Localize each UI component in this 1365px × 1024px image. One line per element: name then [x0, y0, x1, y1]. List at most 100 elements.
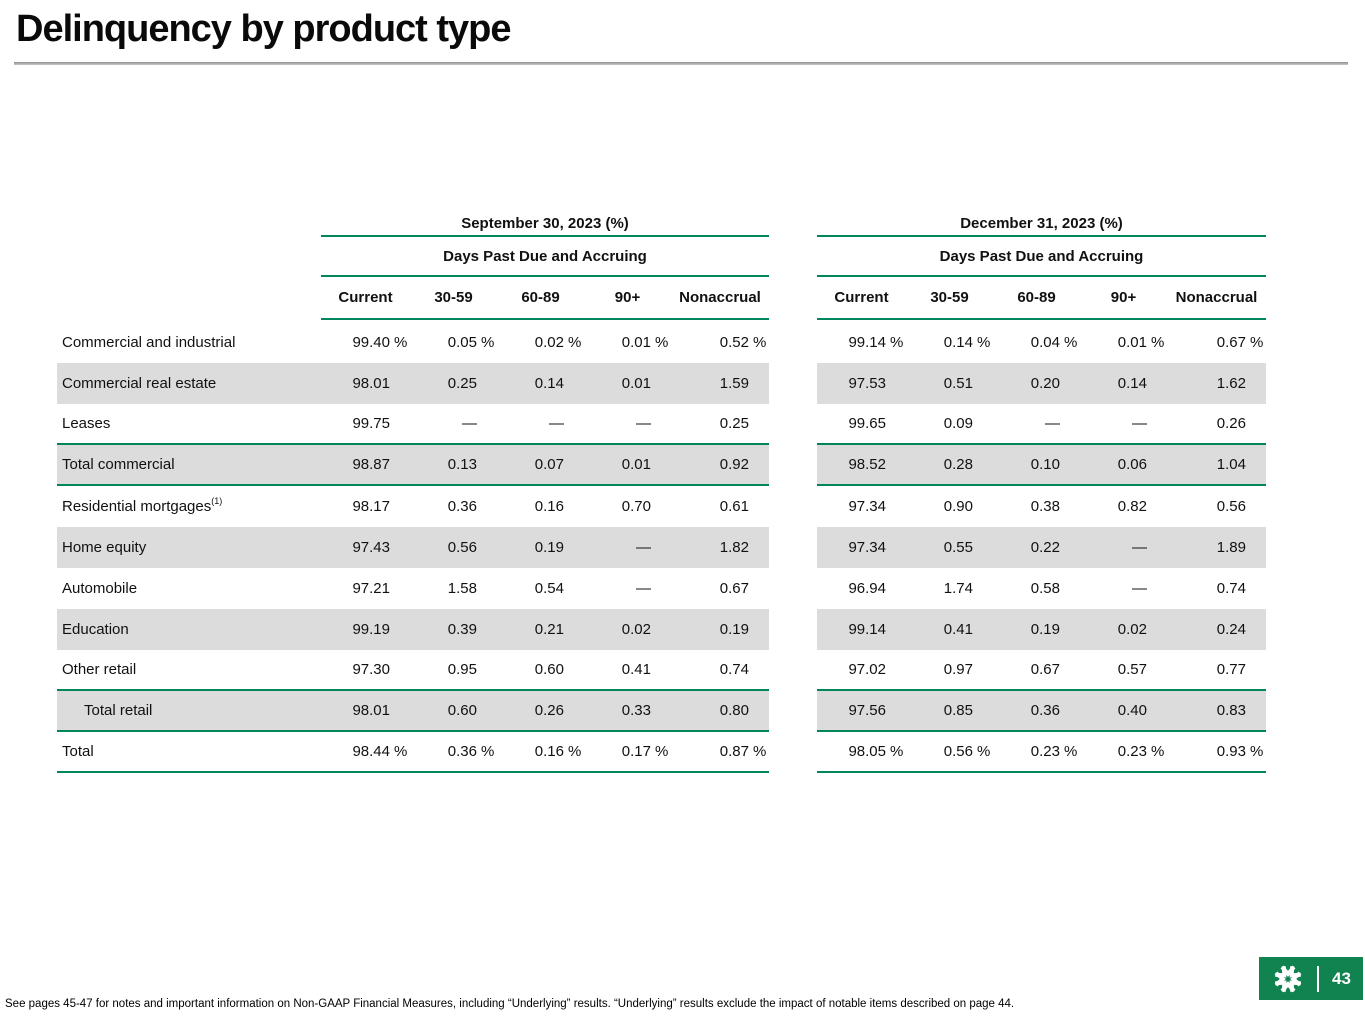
cell-value: 0.22: [993, 527, 1080, 568]
percent-suffix: %: [1064, 334, 1078, 351]
cell-value: 0.90: [906, 486, 993, 527]
cell-number: 0.24: [1216, 621, 1246, 638]
cell-value: 0.01: [584, 363, 671, 404]
cell-value: 0.02%: [497, 322, 584, 363]
cell-number: 0.16: [534, 498, 564, 515]
cell-number: 0.85: [943, 702, 973, 719]
row-label: Leases: [57, 404, 321, 443]
row-label-text: Other retail: [62, 661, 137, 678]
cell-value: 0.04%: [993, 322, 1080, 363]
row-label-text: Total commercial: [62, 456, 175, 473]
cell-value: —: [410, 404, 497, 443]
cell-value: 0.82: [1080, 486, 1167, 527]
cell-number: —: [549, 415, 564, 432]
cell-number: 1.04: [1216, 456, 1246, 473]
cell-number: 0.20: [1030, 375, 1060, 392]
cell-number: —: [1132, 580, 1147, 597]
cell-value: —: [584, 404, 671, 443]
cell-value: —: [1080, 404, 1167, 443]
cell-number: 0.14: [943, 334, 973, 351]
cell-number: 0.36: [447, 498, 477, 515]
cell-number: 0.09: [943, 415, 973, 432]
cell-number: 98.17: [352, 498, 390, 515]
cell-number: 0.90: [943, 498, 973, 515]
cell-number: 0.23: [1117, 743, 1147, 760]
cell-number: 0.56: [943, 743, 973, 760]
cell-value: 0.83: [1167, 691, 1266, 730]
cell-number: —: [636, 580, 651, 597]
cell-value: 0.67%: [1167, 322, 1266, 363]
cell-number: 0.36: [1030, 702, 1060, 719]
cell-number: 1.82: [719, 539, 749, 556]
table-row: Automobile 97.21 1.58 0.54 — 0.67: [57, 568, 769, 609]
percent-suffix: %: [568, 334, 582, 351]
cell-value: 0.09: [906, 404, 993, 443]
table-row: 99.14% 0.14% 0.04% 0.01% 0.67%: [817, 322, 1266, 363]
row-label: Commercial and industrial: [57, 322, 321, 363]
cell-number: 0.22: [1030, 539, 1060, 556]
cell-value: 0.60: [497, 650, 584, 689]
cell-value: 98.01: [321, 363, 410, 404]
cell-value: 98.52: [817, 445, 906, 484]
percent-suffix: %: [481, 334, 495, 351]
cell-number: 1.74: [943, 580, 973, 597]
table-row: 97.34 0.90 0.38 0.82 0.56: [817, 486, 1266, 527]
cell-value: 0.02: [1080, 609, 1167, 650]
cell-value: 0.36: [993, 691, 1080, 730]
cell-number: 0.10: [1030, 456, 1060, 473]
row-label: Automobile: [57, 568, 321, 609]
cell-number: 0.39: [447, 621, 477, 638]
cell-number: 0.01: [1117, 334, 1147, 351]
percent-suffix: %: [394, 334, 408, 351]
table-row: Total retail 98.01 0.60 0.26 0.33 0.80: [57, 691, 769, 732]
table-row: 96.94 1.74 0.58 — 0.74: [817, 568, 1266, 609]
cell-number: 0.41: [621, 661, 651, 678]
cell-value: 0.60: [410, 691, 497, 730]
cell-value: 0.51: [906, 363, 993, 404]
cell-value: 0.36: [410, 486, 497, 527]
cell-number: 0.74: [1216, 580, 1246, 597]
cell-value: 97.43: [321, 527, 410, 568]
col-header-nonaccrual: Nonaccrual: [679, 289, 761, 306]
cell-value: 0.19: [671, 609, 769, 650]
cell-number: 97.02: [848, 661, 886, 678]
cell-number: 97.34: [848, 498, 886, 515]
cell-value: 97.21: [321, 568, 410, 609]
cell-value: 98.01: [321, 691, 410, 730]
percent-suffix: %: [394, 743, 408, 760]
cell-number: 0.05: [447, 334, 477, 351]
cell-number: 0.56: [447, 539, 477, 556]
cell-number: 0.36: [447, 743, 477, 760]
table-row: 97.34 0.55 0.22 — 1.89: [817, 527, 1266, 568]
cell-value: 0.41: [584, 650, 671, 689]
cell-number: 0.26: [1216, 415, 1246, 432]
cell-number: 0.87: [719, 743, 749, 760]
cell-number: 0.25: [719, 415, 749, 432]
cell-number: 0.67: [1216, 334, 1246, 351]
cell-value: 0.74: [1167, 568, 1266, 609]
cell-number: 0.02: [621, 621, 651, 638]
cell-value: 0.10: [993, 445, 1080, 484]
percent-suffix: %: [1250, 743, 1264, 760]
period-title: December 31, 2023 (%): [817, 210, 1266, 237]
cell-number: —: [636, 539, 651, 556]
cell-number: 98.01: [352, 375, 390, 392]
cell-value: 1.04: [1167, 445, 1266, 484]
cell-number: 98.01: [352, 702, 390, 719]
cell-value: 0.55: [906, 527, 993, 568]
december-table-body: 99.14% 0.14% 0.04% 0.01% 0.67% 97.53 0.51 0.20 0…: [817, 322, 1266, 773]
table-row: Total 98.44% 0.36% 0.16% 0.17% 0.87%: [57, 732, 769, 773]
col-header-90plus: 90+: [614, 289, 641, 306]
cell-value: 0.05%: [410, 322, 497, 363]
cell-value: 0.16%: [497, 732, 584, 771]
cell-value: 0.52%: [671, 322, 769, 363]
cell-value: 0.40: [1080, 691, 1167, 730]
cell-value: 99.19: [321, 609, 410, 650]
footnote-marker: (1): [211, 496, 223, 506]
cell-number: 96.94: [848, 580, 886, 597]
cell-value: 0.26: [497, 691, 584, 730]
cell-value: 0.07: [497, 445, 584, 484]
cell-number: 0.01: [621, 375, 651, 392]
cell-number: 0.77: [1216, 661, 1246, 678]
table-row: 98.05% 0.56% 0.23% 0.23% 0.93%: [817, 732, 1266, 773]
